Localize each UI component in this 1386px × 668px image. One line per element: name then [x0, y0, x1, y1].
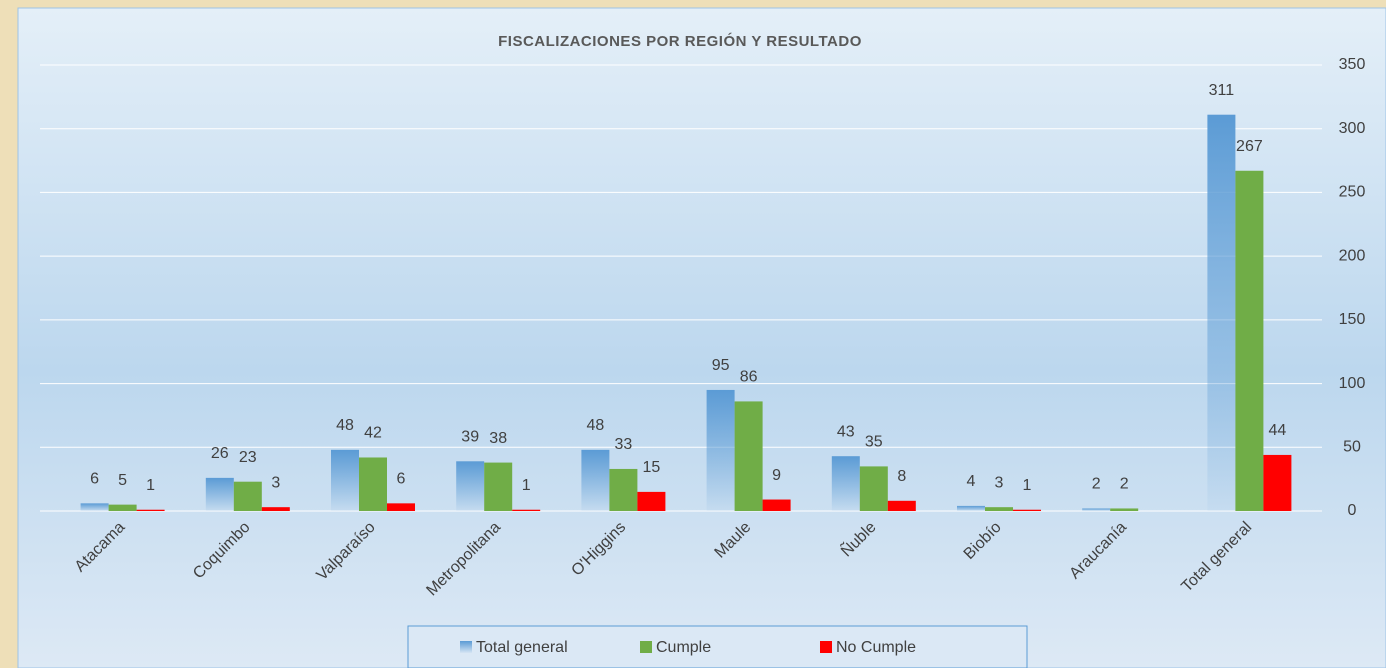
data-label: 26 — [211, 445, 229, 462]
y-tick-label: 100 — [1339, 375, 1366, 392]
data-label: 44 — [1269, 422, 1287, 439]
bar — [985, 507, 1013, 511]
legend-swatch — [460, 641, 472, 653]
data-label: 35 — [865, 434, 883, 451]
data-label: 311 — [1209, 82, 1235, 99]
bar — [136, 509, 165, 511]
data-label: 4 — [967, 473, 976, 490]
data-label: 42 — [364, 425, 382, 442]
legend-swatch — [820, 641, 832, 653]
data-label: 95 — [712, 357, 730, 374]
data-label: 1 — [146, 477, 155, 494]
chart-area — [17, 7, 1386, 668]
y-tick-label: 0 — [1348, 502, 1357, 519]
y-tick-label: 250 — [1339, 184, 1366, 201]
data-label: 48 — [587, 417, 605, 434]
bar — [1263, 454, 1292, 511]
bar — [1207, 114, 1236, 511]
data-label: 39 — [461, 429, 479, 446]
bar — [456, 461, 485, 511]
bar — [331, 449, 359, 511]
bar — [831, 456, 860, 511]
y-tick-label: 50 — [1343, 439, 1361, 456]
data-label: 9 — [772, 467, 781, 484]
data-label: 1 — [1023, 477, 1032, 494]
bar — [387, 503, 415, 511]
bar — [1110, 508, 1139, 511]
legend-label: Total general — [476, 639, 568, 656]
data-label: 6 — [90, 471, 99, 488]
data-label: 8 — [897, 468, 906, 485]
data-label: 15 — [643, 459, 661, 476]
bar — [205, 477, 234, 511]
data-label: 1 — [522, 477, 531, 494]
data-label: 23 — [239, 449, 257, 466]
bar — [1082, 508, 1111, 511]
legend — [407, 625, 1028, 668]
y-tick-label: 200 — [1339, 247, 1366, 264]
bar — [1013, 509, 1041, 511]
legend-label: No Cumple — [836, 639, 916, 656]
data-label: 5 — [118, 472, 127, 489]
bar — [706, 389, 735, 511]
chart-title: FISCALIZACIONES POR REGIÓN Y RESULTADO — [498, 32, 862, 50]
bar — [233, 481, 262, 511]
data-label: 3 — [995, 474, 1004, 491]
data-label: 3 — [271, 474, 280, 491]
data-label: 48 — [336, 417, 354, 434]
data-label: 38 — [489, 430, 507, 447]
data-label: 86 — [740, 369, 758, 386]
bar — [859, 466, 888, 511]
data-label: 33 — [615, 436, 633, 453]
y-tick-label: 350 — [1339, 56, 1366, 73]
bar — [512, 509, 541, 511]
legend-label: Cumple — [656, 639, 711, 656]
bar — [108, 504, 137, 511]
bar — [581, 449, 610, 511]
bar — [637, 491, 666, 511]
data-label: 267 — [1236, 138, 1263, 155]
legend-swatch — [640, 641, 652, 653]
bar — [1235, 170, 1264, 511]
bar — [887, 500, 916, 511]
bar — [957, 505, 985, 511]
y-tick-label: 150 — [1339, 311, 1366, 328]
bar — [359, 457, 387, 511]
y-tick-label: 300 — [1339, 120, 1366, 137]
bar — [261, 507, 290, 511]
bar — [734, 401, 763, 511]
data-label: 43 — [837, 423, 855, 440]
data-label: 2 — [1092, 476, 1101, 493]
bar — [484, 462, 513, 511]
bar — [762, 499, 791, 511]
data-label: 2 — [1120, 476, 1129, 493]
bar — [80, 503, 109, 511]
bar — [609, 468, 638, 511]
data-label: 6 — [397, 471, 406, 488]
